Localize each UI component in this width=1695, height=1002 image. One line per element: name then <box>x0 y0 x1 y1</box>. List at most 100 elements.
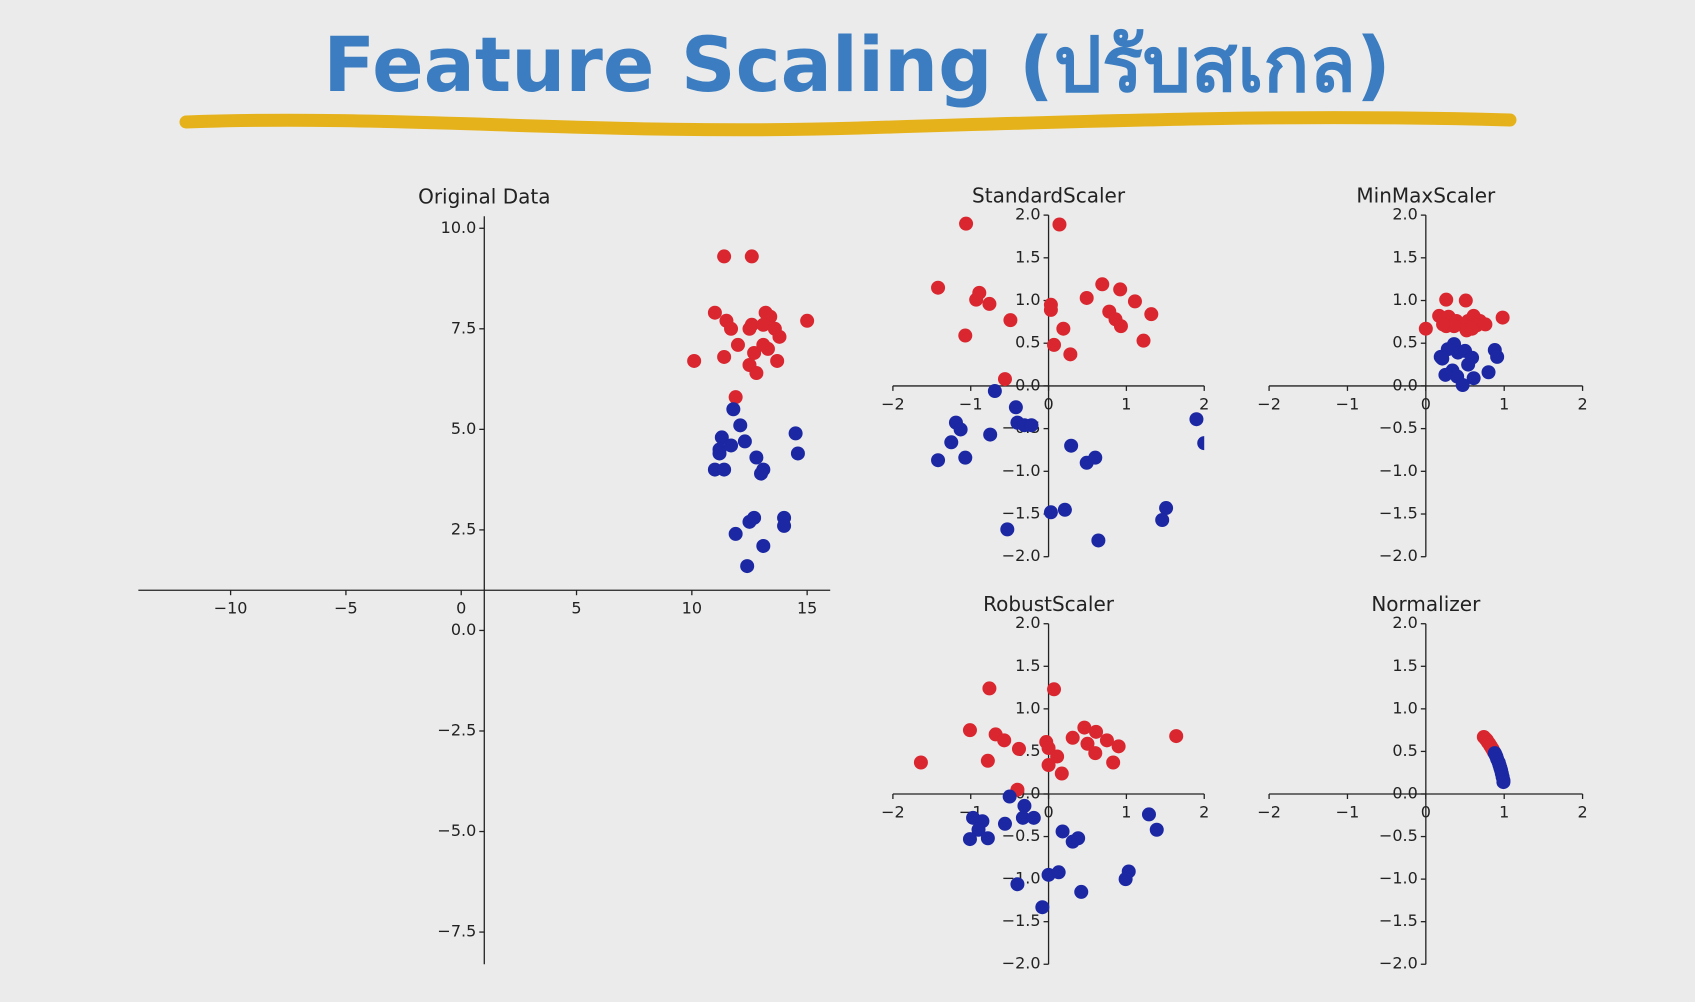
point <box>744 317 759 332</box>
y-tick-label: 1.5 <box>1015 247 1040 266</box>
points <box>1476 729 1511 790</box>
x-tick-label: 0 <box>1421 802 1431 821</box>
point <box>777 518 792 533</box>
y-tick-label: 0.0 <box>1392 375 1417 394</box>
point <box>1155 512 1170 527</box>
subplot: MinMaxScaler −2 −1 0 1 2 −2.0 −1.5 −1.0 −0.5 0.0 0.… <box>1257 184 1587 566</box>
point <box>749 450 764 465</box>
point <box>1043 302 1058 317</box>
point <box>931 280 946 295</box>
y-tick-label: 1.5 <box>1392 247 1417 266</box>
point <box>944 435 959 450</box>
point <box>1141 807 1156 822</box>
point <box>1189 412 1204 427</box>
x-tick-label: −5 <box>334 599 358 618</box>
point <box>770 353 785 368</box>
point <box>1063 347 1078 362</box>
point <box>1496 775 1511 790</box>
point <box>1439 292 1454 307</box>
underline <box>179 111 1517 137</box>
point <box>1091 533 1106 548</box>
point <box>744 249 759 264</box>
y-tick-label: 2.0 <box>1392 205 1417 224</box>
point <box>717 462 732 477</box>
x-tick-label: −1 <box>959 394 983 413</box>
point <box>1015 810 1030 825</box>
y-tick-label: −0.5 <box>1002 826 1041 845</box>
y-tick-label: 10.0 <box>441 218 477 237</box>
point <box>1455 378 1470 393</box>
point <box>756 538 771 553</box>
subplot-title: StandardScaler <box>972 184 1126 208</box>
y-tick-label: 2.0 <box>1015 205 1040 224</box>
point <box>1495 310 1510 325</box>
y-tick-label: −1.0 <box>1379 869 1418 888</box>
point <box>724 438 739 453</box>
point <box>1465 321 1480 336</box>
point <box>1047 682 1062 697</box>
point <box>1461 357 1476 372</box>
point <box>1047 337 1062 352</box>
point <box>1118 872 1133 887</box>
point <box>962 723 977 738</box>
y-tick-label: 2.5 <box>451 519 476 538</box>
y-tick-label: −1.5 <box>1002 504 1041 523</box>
point <box>1089 724 1104 739</box>
point <box>728 390 743 405</box>
point <box>969 292 984 307</box>
point <box>1054 766 1069 781</box>
subplot: Normalizer −2 −1 0 1 2 −2.0 −1.5 −1.0 −0.5 0.0 0.5 1… <box>1257 592 1587 973</box>
point <box>728 526 743 541</box>
point <box>717 349 732 364</box>
point <box>1099 733 1114 748</box>
subplot: RobustScaler−2−1012−2.0−1.5−1.0−0.50.00.… <box>881 592 1209 973</box>
point <box>1418 321 1433 336</box>
y-tick-label: −2.0 <box>1379 546 1418 565</box>
point <box>1106 755 1121 770</box>
y-tick-label: −2.0 <box>1379 954 1418 973</box>
subplot: StandardScaler−2−1012−2.0−1.5−1.0−0.50.0… <box>881 184 1209 566</box>
point <box>1065 730 1080 745</box>
y-tick-label: −1.5 <box>1379 911 1418 930</box>
y-tick-label: 2.0 <box>1015 613 1040 632</box>
x-tick-label: 2 <box>1577 394 1587 413</box>
point <box>1436 317 1451 332</box>
point <box>997 816 1012 831</box>
point <box>1169 729 1184 744</box>
y-tick-label: −2.0 <box>1002 546 1041 565</box>
point <box>983 427 998 442</box>
y-tick-label: −7.5 <box>437 922 476 941</box>
y-tick-label: 0.5 <box>1392 741 1417 760</box>
y-tick-label: 0.5 <box>1392 333 1417 352</box>
points <box>931 216 1205 548</box>
x-tick-label: −2 <box>881 394 905 413</box>
y-tick-label: −1.5 <box>1002 911 1041 930</box>
point <box>1113 282 1128 297</box>
point <box>754 466 769 481</box>
point <box>760 341 775 356</box>
y-tick-label: 5.0 <box>451 419 476 438</box>
point <box>712 446 727 461</box>
point <box>997 372 1012 387</box>
x-tick-label: 1 <box>1121 394 1131 413</box>
point <box>1435 351 1450 366</box>
point <box>1052 217 1067 232</box>
point <box>1051 865 1066 880</box>
x-tick-label: 10 <box>682 599 702 618</box>
point <box>1055 824 1070 839</box>
point <box>772 329 787 344</box>
point <box>980 753 995 768</box>
point <box>707 305 722 320</box>
subplot-title: MinMaxScaler <box>1356 184 1496 208</box>
point <box>1144 307 1159 322</box>
points <box>913 681 1184 915</box>
point <box>1095 277 1110 292</box>
point <box>913 755 928 770</box>
x-tick-label: 2 <box>1199 394 1209 413</box>
point <box>1136 333 1151 348</box>
x-tick-label: 15 <box>797 599 817 618</box>
point <box>1011 741 1026 756</box>
point <box>980 831 995 846</box>
point <box>1050 749 1065 764</box>
